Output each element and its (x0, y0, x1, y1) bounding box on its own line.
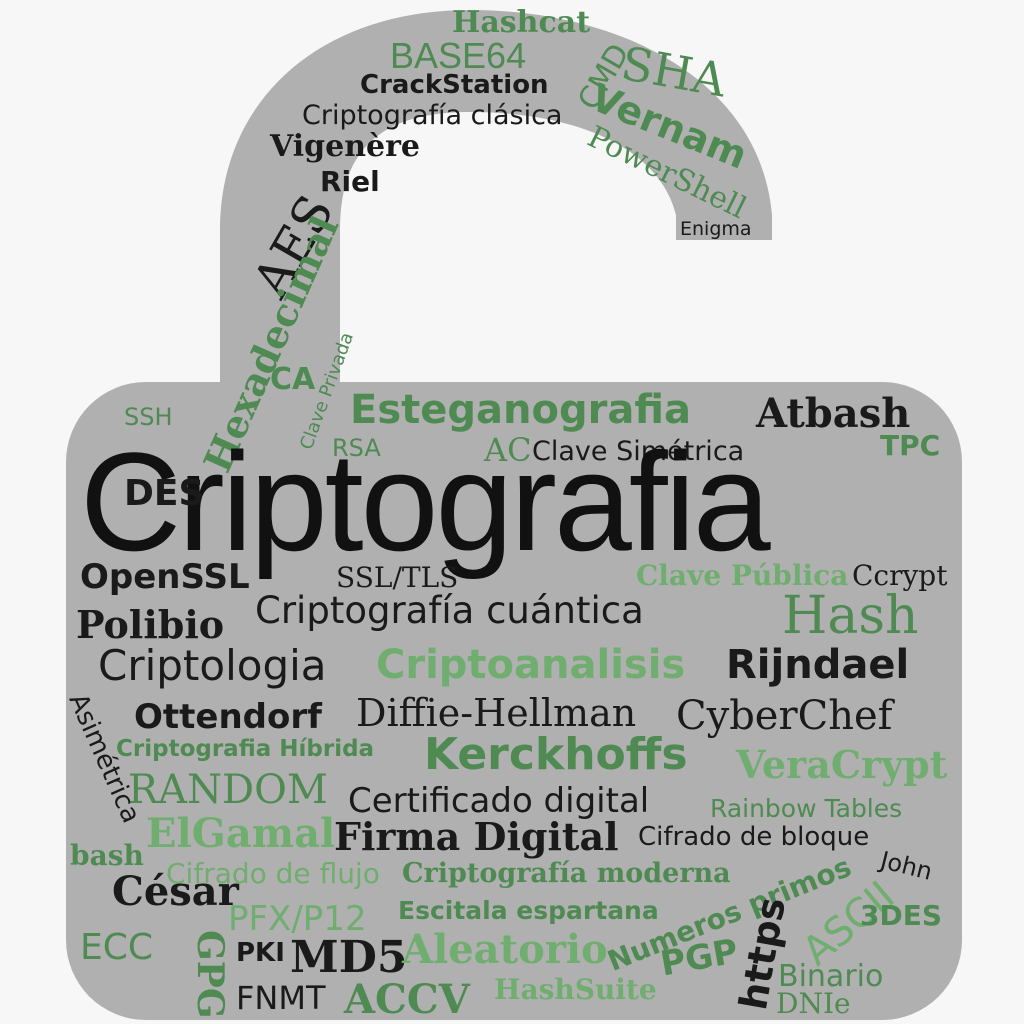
word-diffie-hellman: Diffie-Hellman (356, 691, 637, 735)
word-criptoanalisis: Criptoanalisis (376, 642, 686, 688)
word-cesar: César (112, 868, 239, 915)
word-ccrypt: Ccrypt (852, 559, 948, 592)
word-rijndael: Rijndael (726, 642, 910, 688)
word-ca: CA (270, 362, 316, 397)
word-ssh: SSH (124, 403, 173, 431)
word-base64: BASE64 (390, 35, 527, 76)
word-ac: AC (484, 431, 532, 469)
word-aleatorio: Aleatorio (402, 926, 608, 973)
word-gpg: GPG (189, 930, 231, 1019)
word-cifrado-bloque: Cifrado de bloque (638, 822, 870, 852)
word-polibio: Polibio (76, 602, 225, 647)
word-riel: Riel (320, 165, 380, 198)
word-enigma: Enigma (680, 218, 752, 240)
word-criptografia: Criptografia (80, 423, 771, 580)
word-atbash: Atbash (756, 390, 911, 437)
word-bash: bash (70, 839, 144, 872)
word-ottendorf: Ottendorf (134, 697, 322, 737)
word-binario: Binario (778, 959, 884, 994)
word-vigenere: Vigenère (270, 129, 420, 164)
word-hashcat: Hashcat (452, 5, 591, 40)
word-cripto-hibrida: Criptografia Híbrida (116, 736, 375, 762)
word-crackstation: CrackStation (360, 70, 549, 100)
word-cyberchef: CyberChef (676, 693, 893, 739)
word-kerckhoffs: Kerckhoffs (424, 729, 688, 780)
word-ecc: ECC (80, 927, 154, 968)
word-fnmt: FNMT (236, 979, 326, 1017)
word-firma-digital: Firma Digital (334, 814, 619, 859)
word-veracrypt: VeraCrypt (736, 742, 948, 787)
word-md5: MD5 (290, 932, 408, 983)
word-rainbow: Rainbow Tables (710, 794, 903, 823)
word-random: RANDOM (128, 767, 328, 813)
padlock-body (66, 382, 962, 1020)
word-cripto-clasica: Criptografía clásica (302, 100, 563, 131)
word-3des: 3DES (860, 899, 943, 932)
word-dnie: DNIe (776, 987, 851, 1020)
word-pki: PKI (236, 938, 285, 968)
word-clave-publica: Clave Pública (636, 559, 849, 592)
word-accv: ACCV (344, 976, 470, 1023)
word-ssl-tls: SSL/TLS (336, 561, 459, 594)
word-tpc: TPC (880, 429, 941, 462)
word-esteganografia: Esteganografia (350, 387, 691, 433)
word-pfx: PFX/P12 (228, 899, 367, 939)
padlock-shackle (220, 10, 772, 392)
word-escitala: Escitala espartana (398, 896, 659, 925)
word-hashsuite: HashSuite (494, 973, 657, 1006)
word-openssl: OpenSSL (80, 557, 250, 597)
word-des: DES (124, 473, 205, 514)
word-cripto-moderna: Criptografía moderna (402, 858, 731, 889)
word-cifrado-flujo: Cifrado de flujo (166, 857, 380, 890)
word-criptologia: Criptologia (98, 641, 327, 690)
word-hash: Hash (782, 586, 919, 646)
word-certificado: Certificado digital (348, 781, 650, 821)
word-cripto-cuantica: Criptografía cuántica (255, 589, 644, 632)
word-rsa: RSA (332, 434, 381, 462)
word-clave-simetrica: Clave Simétrica (532, 436, 745, 467)
word-elgamal: ElGamal (146, 810, 336, 857)
